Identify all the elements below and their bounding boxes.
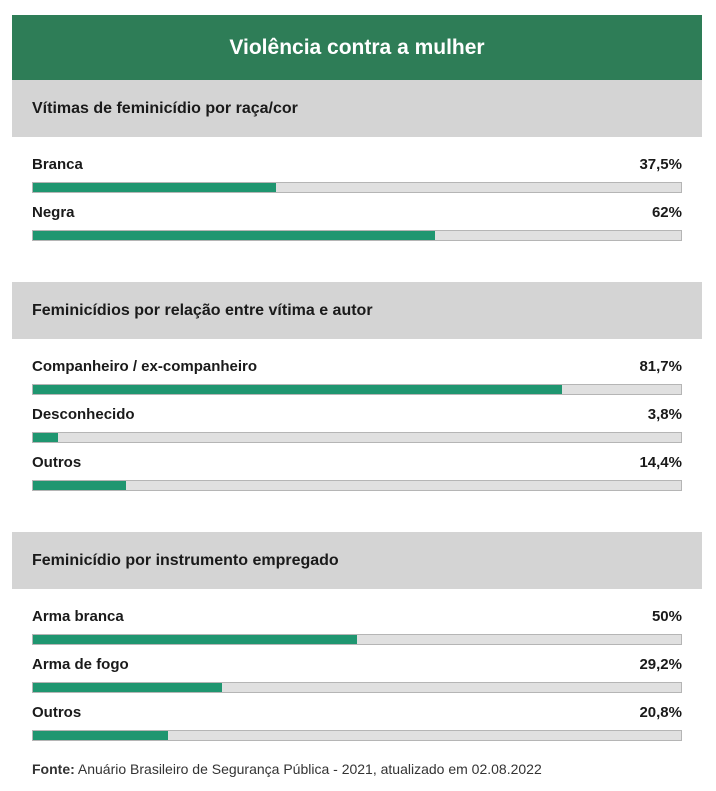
section-bars: Branca 37,5% Negra 62%	[12, 137, 702, 282]
bar-value-label: 50%	[651, 608, 682, 625]
bar-value-label: 81,7%	[639, 358, 682, 375]
bar-track	[32, 634, 682, 645]
bar-fill	[33, 433, 58, 442]
bar-fill	[33, 731, 168, 740]
section-header: Vítimas de feminicídio por raça/cor	[12, 80, 702, 137]
bar-fill	[33, 385, 562, 394]
bar-fill	[33, 183, 276, 192]
bar-row: Outros 20,8%	[32, 704, 682, 744]
chart-sections: Vítimas de feminicídio por raça/cor Branc…	[12, 80, 702, 782]
bar-track	[32, 182, 682, 193]
bar-value-label: 20,8%	[639, 704, 682, 721]
bar-category-label: Desconhecido	[32, 406, 135, 423]
infographic: Violência contra a mulher Vítimas de fem…	[12, 15, 702, 782]
bar-category-label: Outros	[32, 704, 82, 721]
section-title: Feminicídios por relação entre vítima e …	[32, 301, 373, 319]
bar-track	[32, 432, 682, 443]
bar-track	[32, 682, 682, 693]
section-header: Feminicídios por relação entre vítima e …	[12, 282, 702, 339]
section-header: Feminicídio por instrumento empregado	[12, 532, 702, 589]
bar-category-label: Branca	[32, 156, 83, 173]
bar-value-label: 14,4%	[639, 454, 682, 471]
bar-row: Outros 14,4%	[32, 454, 682, 494]
infographic-title: Violência contra a mulher	[229, 35, 485, 59]
bar-value-label: 62%	[651, 204, 682, 221]
source-text: Anuário Brasileiro de Segurança Pública …	[77, 761, 542, 777]
bar-category-label: Arma branca	[32, 608, 124, 625]
section-title: Feminicídio por instrumento empregado	[32, 551, 339, 569]
bar-row: Negra 62%	[32, 204, 682, 244]
section-bars: Arma branca 50% Arma de fogo 29,2% Outros 20,…	[12, 589, 702, 782]
chart-section: Vítimas de feminicídio por raça/cor Branc…	[12, 80, 702, 282]
source-note: Fonte: Anuário Brasileiro de Segurança P…	[32, 761, 542, 777]
bar-fill	[33, 683, 222, 692]
section-bars: Companheiro / ex-companheiro 81,7% Desconh…	[12, 339, 702, 532]
bar-track	[32, 730, 682, 741]
bar-row: Branca 37,5%	[32, 156, 682, 196]
chart-section: Feminicídio por instrumento empregado Arm…	[12, 532, 702, 782]
bar-fill	[33, 231, 435, 240]
bar-value-label: 29,2%	[639, 656, 682, 673]
bar-row: Companheiro / ex-companheiro 81,7%	[32, 358, 682, 398]
bar-track	[32, 230, 682, 241]
title-bar: Violência contra a mulher	[12, 15, 702, 80]
bar-fill	[33, 635, 357, 644]
section-title: Vítimas de feminicídio por raça/cor	[32, 99, 298, 117]
bar-category-label: Negra	[32, 204, 75, 221]
chart-section: Feminicídios por relação entre vítima e …	[12, 282, 702, 532]
bar-value-label: 3,8%	[647, 406, 682, 423]
bar-row: Arma branca 50%	[32, 608, 682, 648]
bar-category-label: Arma de fogo	[32, 656, 129, 673]
bar-track	[32, 384, 682, 395]
bar-category-label: Outros	[32, 454, 82, 471]
bar-row: Desconhecido 3,8%	[32, 406, 682, 446]
bar-row: Arma de fogo 29,2%	[32, 656, 682, 696]
bar-value-label: 37,5%	[639, 156, 682, 173]
source-label: Fonte:	[32, 761, 75, 777]
bar-track	[32, 480, 682, 491]
bar-fill	[33, 481, 126, 490]
bar-category-label: Companheiro / ex-companheiro	[32, 358, 258, 375]
